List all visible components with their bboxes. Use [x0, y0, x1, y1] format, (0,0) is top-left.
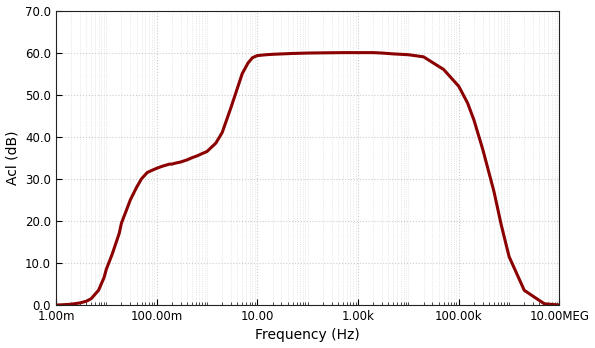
- Y-axis label: Acl (dB): Acl (dB): [5, 130, 20, 185]
- X-axis label: Frequency (Hz): Frequency (Hz): [255, 329, 360, 342]
